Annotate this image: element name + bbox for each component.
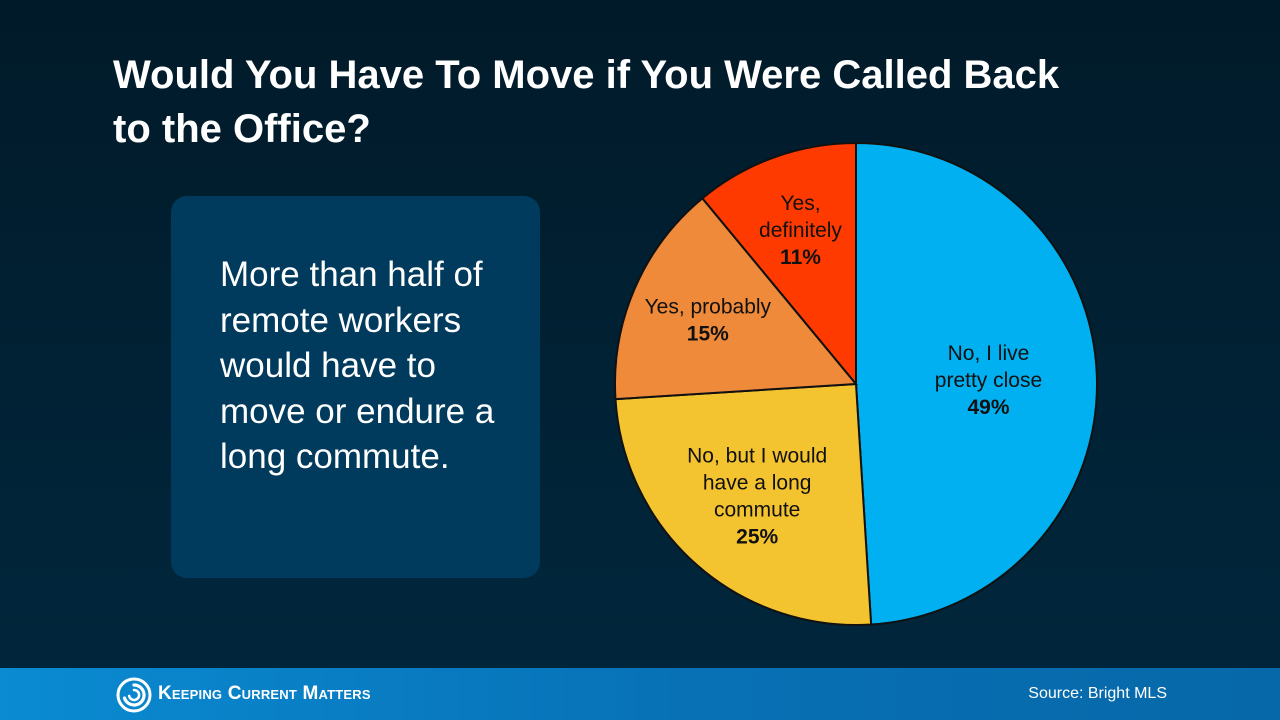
callout-text: More than half of remote workers would h… [220,255,495,476]
pie-slice-label-1: No, but I would have a long commute 25% [687,445,827,549]
source-text: Source: Bright MLS [1028,685,1167,702]
pie-slice-category-2: Yes, probably [645,295,772,318]
pie-slice-value-1: 25% [736,526,778,549]
pie-slice-value-0: 49% [967,396,1009,419]
pie-slice-label-3: Yes, definitely 11% [759,192,842,269]
footer-bar: Keeping Current Matters Source: Bright M… [0,668,1280,720]
pie-slice-category-1: commute [714,499,800,522]
pie-slice-1 [614,382,873,626]
pie-slice-0 [855,141,1098,626]
pie-slice-category-0: No, I live [948,342,1030,365]
pie-chart: No, I live pretty close 49% No, but I would… [614,141,1098,626]
pie-slice-3 [700,141,857,387]
logo-swirl-icon [116,677,152,713]
pie-slice-label-0: No, I live pretty close 49% [935,342,1042,419]
pie-slice-value-3: 11% [780,246,821,269]
page-title: Would You Have To Move if You Were Calle… [113,53,1060,151]
callout-box: More than half of remote workers would h… [171,196,540,578]
logo-text: Keeping Current Matters [158,683,371,704]
pie-slice-2 [614,196,859,401]
pie-slice-category-3: definitely [759,219,842,242]
pie-slice-value-2: 15% [687,322,729,345]
pie-slice-category-3: Yes, [780,192,820,215]
pie-slice-category-1: No, but I would [687,445,827,468]
pie-slice-label-2: Yes, probably 15% [645,295,772,345]
pie-slice-category-0: pretty close [935,369,1042,392]
pie-slice-category-1: have a long [703,472,812,495]
